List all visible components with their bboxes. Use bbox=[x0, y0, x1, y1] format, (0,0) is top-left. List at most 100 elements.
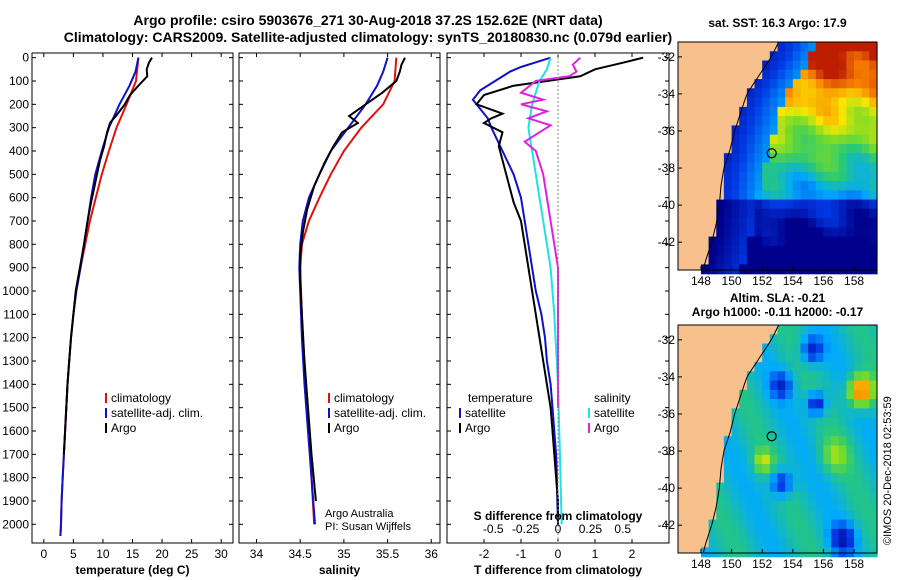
map-cell bbox=[838, 199, 847, 210]
map-cell bbox=[723, 528, 733, 539]
map-cell bbox=[838, 88, 847, 99]
map-cell bbox=[769, 538, 779, 549]
map-cell bbox=[831, 547, 840, 558]
map-cell bbox=[754, 144, 763, 154]
map-cell bbox=[762, 255, 771, 266]
map-cell bbox=[823, 528, 832, 539]
map-cell bbox=[785, 510, 794, 521]
map-cell bbox=[815, 473, 825, 484]
map-cell bbox=[869, 116, 878, 126]
map-cell bbox=[869, 144, 878, 154]
map-cell bbox=[815, 408, 825, 419]
map-cell bbox=[769, 181, 779, 191]
map-cell bbox=[716, 491, 725, 502]
map-cell bbox=[823, 162, 832, 173]
map-cell bbox=[808, 334, 817, 345]
map-cell bbox=[777, 510, 786, 521]
map-cell bbox=[739, 116, 748, 126]
map-cell bbox=[846, 42, 855, 52]
map-cell bbox=[861, 538, 870, 549]
map-cell bbox=[869, 528, 878, 539]
map-cell bbox=[792, 380, 802, 391]
map-cell bbox=[792, 519, 802, 530]
map-cell bbox=[716, 208, 725, 219]
map-cell bbox=[746, 97, 756, 108]
map-cell bbox=[846, 473, 855, 484]
x-tick-label: 1 bbox=[592, 547, 599, 561]
y-tick-label: 1200 bbox=[2, 331, 29, 345]
map-cell bbox=[869, 325, 878, 335]
map-cell bbox=[823, 427, 832, 437]
series-line-satellite-adj-clim- bbox=[298, 57, 389, 525]
map-cell bbox=[777, 79, 786, 89]
map-cell bbox=[785, 42, 794, 52]
x-tick-label: -1 bbox=[516, 547, 527, 561]
map-cell bbox=[762, 436, 771, 447]
map-cell bbox=[815, 153, 825, 164]
map-cell bbox=[861, 190, 870, 201]
map-cell bbox=[785, 538, 794, 549]
map-cell bbox=[838, 445, 847, 456]
map-cell bbox=[823, 79, 832, 89]
map-cell bbox=[769, 528, 779, 539]
map-cell bbox=[869, 208, 878, 219]
map-cell bbox=[762, 417, 771, 428]
map-cell bbox=[723, 445, 733, 456]
map-cell bbox=[815, 528, 825, 539]
y-tick-label: 700 bbox=[9, 214, 29, 228]
map-cell bbox=[723, 162, 733, 173]
map-cell bbox=[723, 208, 733, 219]
map-cell bbox=[815, 208, 825, 219]
map-cell bbox=[823, 538, 832, 549]
map-cell bbox=[854, 371, 863, 382]
map-cell bbox=[777, 162, 786, 173]
map-cell bbox=[808, 190, 817, 201]
map-cell bbox=[869, 352, 878, 363]
map-cell bbox=[800, 60, 809, 71]
y-tick-label: 1300 bbox=[2, 354, 29, 368]
map-cell bbox=[815, 510, 825, 521]
difference-panel: -2 -1 0 1 2 T difference from climatology -0.5… bbox=[446, 52, 670, 577]
y-tick-label: 1100 bbox=[3, 307, 29, 321]
map-cell bbox=[746, 445, 756, 456]
map-cell bbox=[861, 69, 870, 80]
map-cell bbox=[846, 69, 855, 80]
map-cell bbox=[838, 325, 847, 335]
map-cell bbox=[739, 264, 748, 275]
map-cell bbox=[769, 362, 779, 372]
map-cell bbox=[815, 125, 825, 136]
credit-line-2: PI: Susan Wijffels bbox=[325, 521, 411, 533]
map-cell bbox=[792, 116, 802, 126]
map-cell bbox=[808, 162, 817, 173]
map-cell bbox=[800, 464, 809, 474]
map-cell bbox=[823, 181, 832, 191]
map-cell bbox=[861, 208, 870, 219]
map-cell bbox=[823, 510, 832, 521]
map-cell bbox=[746, 528, 756, 539]
map-cell bbox=[777, 445, 786, 456]
map-cell bbox=[808, 389, 817, 400]
map-cell bbox=[792, 334, 802, 345]
map-cell bbox=[785, 79, 794, 89]
map-cell bbox=[815, 97, 825, 108]
map-cell bbox=[777, 538, 786, 549]
map-cell bbox=[769, 334, 779, 345]
map-cell bbox=[861, 362, 870, 372]
map-cell bbox=[838, 236, 847, 247]
map-cell bbox=[869, 88, 878, 99]
map-cell bbox=[823, 171, 832, 182]
map-cell bbox=[846, 162, 855, 173]
map-cell bbox=[792, 245, 802, 256]
map-cell bbox=[769, 445, 779, 456]
map-cell bbox=[831, 343, 840, 354]
sla-map: 148 150 152 154 156 158 -32 -34 -36 -38 -40 -42 Alti… bbox=[658, 291, 878, 571]
y-tick-label: 800 bbox=[9, 237, 29, 251]
map-cell bbox=[808, 427, 817, 437]
map-cell bbox=[746, 519, 756, 530]
map-cell bbox=[731, 445, 740, 456]
map-cell bbox=[762, 371, 771, 382]
map-cell bbox=[808, 60, 817, 71]
map-cell bbox=[823, 97, 832, 108]
map-cell bbox=[769, 79, 779, 89]
map-cell bbox=[869, 51, 878, 62]
